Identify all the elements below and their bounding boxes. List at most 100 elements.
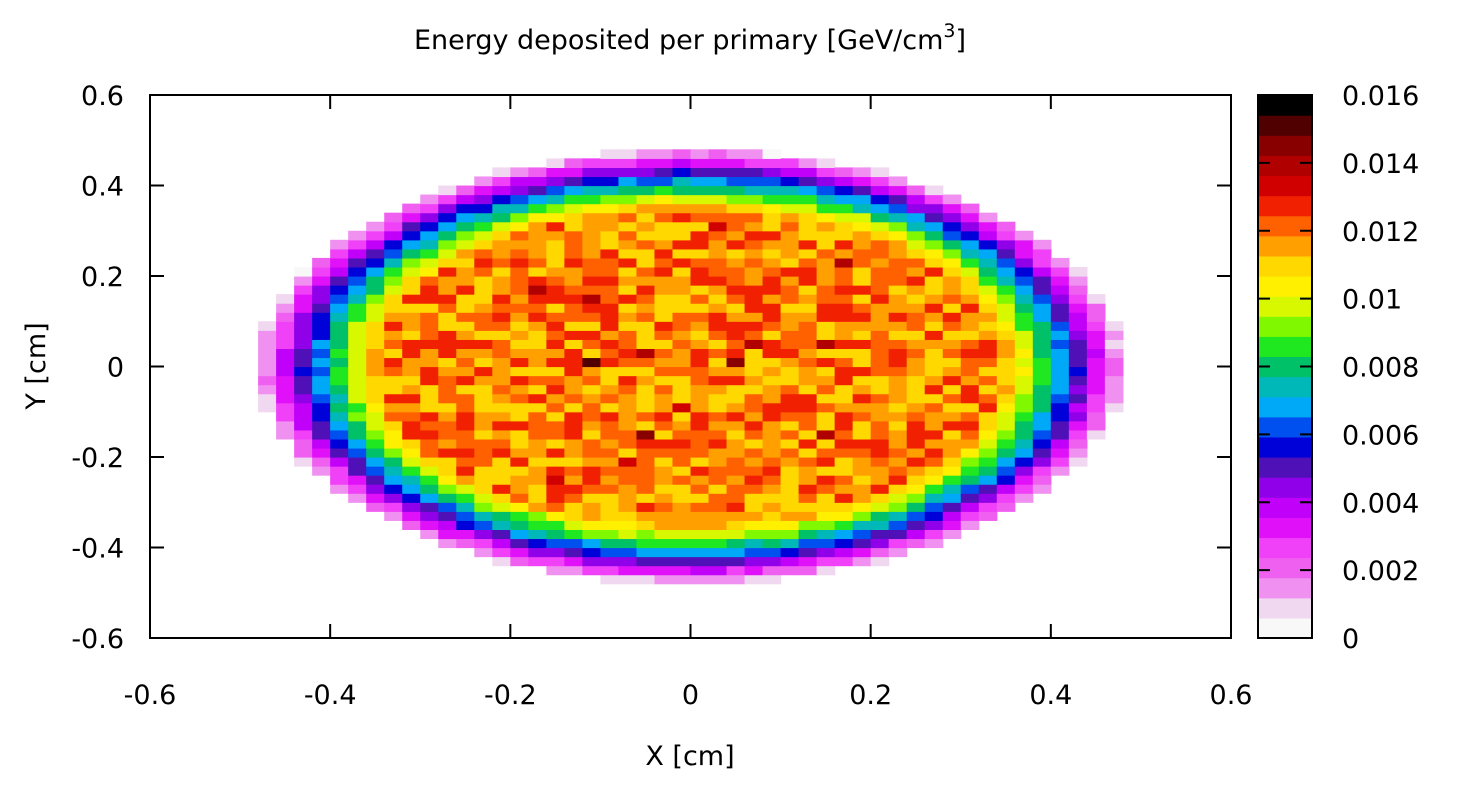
heatmap-cell bbox=[420, 294, 439, 304]
heatmap-cell bbox=[564, 158, 583, 168]
y-tick-label: -0.6 bbox=[71, 624, 124, 655]
heatmap-cell bbox=[636, 375, 656, 386]
heatmap-cell bbox=[330, 321, 349, 331]
heatmap-cell bbox=[564, 176, 583, 187]
heatmap-cell bbox=[888, 257, 908, 268]
heatmap-cell bbox=[1014, 366, 1034, 377]
heatmap-cell bbox=[744, 158, 764, 168]
heatmap-cell bbox=[996, 502, 1016, 512]
colorbar-segment bbox=[1258, 537, 1312, 559]
heatmap-cell bbox=[492, 493, 511, 503]
heatmap-cell bbox=[708, 312, 728, 322]
heatmap-cell bbox=[600, 420, 620, 431]
heatmap-cell bbox=[1014, 466, 1034, 476]
heatmap-cell bbox=[600, 294, 620, 304]
heatmap-cell bbox=[636, 266, 656, 277]
heatmap-cell bbox=[780, 276, 800, 286]
heatmap-cell bbox=[618, 466, 638, 476]
heatmap-cell bbox=[672, 366, 692, 377]
heatmap-cell bbox=[564, 384, 583, 395]
heatmap-cell bbox=[708, 475, 728, 485]
heatmap-cell bbox=[744, 493, 764, 503]
heatmap-cell bbox=[1032, 475, 1052, 485]
heatmap-cell bbox=[600, 248, 620, 259]
heatmap-cell bbox=[798, 357, 818, 368]
heatmap-cell bbox=[888, 285, 908, 295]
heatmap-cell bbox=[384, 493, 403, 503]
heatmap-cell bbox=[546, 538, 565, 549]
heatmap-cell bbox=[528, 294, 547, 304]
heatmap-cell bbox=[960, 276, 980, 286]
heatmap-cell bbox=[546, 285, 565, 295]
heatmap-cell bbox=[456, 375, 475, 386]
heatmap-cell bbox=[1068, 402, 1088, 413]
heatmap-cell bbox=[1014, 348, 1034, 359]
heatmap-cell bbox=[798, 230, 818, 241]
heatmap-cell bbox=[438, 366, 457, 377]
heatmap-cell bbox=[672, 348, 692, 359]
heatmap-cell bbox=[852, 475, 872, 485]
heatmap-cell bbox=[474, 529, 493, 540]
heatmap-cell bbox=[546, 457, 565, 467]
heatmap-cell bbox=[816, 384, 836, 395]
heatmap-cell bbox=[888, 203, 908, 214]
heatmap-cell bbox=[1104, 384, 1124, 395]
heatmap-cell bbox=[1014, 230, 1034, 241]
heatmap-cell bbox=[456, 230, 475, 241]
heatmap-cell bbox=[474, 294, 493, 304]
heatmap-cell bbox=[690, 475, 710, 485]
heatmap-cell bbox=[960, 257, 980, 268]
heatmap-cell bbox=[762, 529, 782, 540]
colorbar-segment bbox=[1258, 376, 1312, 398]
heatmap-cell bbox=[636, 285, 656, 295]
heatmap-cell bbox=[708, 194, 728, 205]
heatmap-cell bbox=[474, 393, 493, 404]
heatmap-cell bbox=[672, 266, 692, 277]
heatmap-cell bbox=[1104, 402, 1124, 413]
heatmap-cell bbox=[510, 303, 529, 313]
heatmap-cell bbox=[330, 366, 349, 377]
heatmap-cell bbox=[582, 294, 602, 304]
heatmap-cell bbox=[708, 348, 728, 359]
heatmap-cell bbox=[708, 384, 728, 395]
heatmap-cell bbox=[1104, 339, 1124, 349]
heatmap-cell bbox=[528, 393, 547, 404]
heatmap-cell bbox=[474, 520, 493, 530]
heatmap-cell bbox=[546, 248, 565, 259]
heatmap-cell bbox=[1086, 384, 1106, 395]
heatmap-cell bbox=[1014, 420, 1034, 431]
heatmap-cell bbox=[510, 330, 529, 340]
heatmap-cell bbox=[798, 321, 818, 331]
heatmap-cell bbox=[492, 212, 511, 223]
heatmap-cell bbox=[510, 312, 529, 322]
heatmap-cell bbox=[870, 511, 890, 521]
heatmap-cell bbox=[546, 402, 565, 413]
heatmap-cell bbox=[834, 276, 854, 286]
colorbar-segment bbox=[1258, 155, 1312, 177]
heatmap-cell bbox=[546, 466, 565, 476]
heatmap-cell bbox=[492, 194, 511, 205]
heatmap-cell bbox=[744, 185, 764, 196]
heatmap-cell bbox=[438, 321, 457, 331]
heatmap-cell bbox=[852, 321, 872, 331]
heatmap-cell bbox=[348, 339, 367, 349]
heatmap-cell bbox=[726, 384, 746, 395]
heatmap-cell bbox=[384, 429, 403, 440]
heatmap-cell bbox=[510, 529, 529, 540]
heatmap-cell bbox=[870, 538, 890, 549]
heatmap-cell bbox=[816, 529, 836, 540]
heatmap-cell bbox=[1032, 239, 1052, 250]
heatmap-cell bbox=[726, 574, 746, 585]
heatmap-cell bbox=[654, 212, 674, 223]
heatmap-cell bbox=[546, 348, 565, 359]
heatmap-cell bbox=[672, 194, 692, 205]
heatmap-cell bbox=[618, 276, 638, 286]
heatmap-cell bbox=[276, 384, 295, 395]
heatmap-cell bbox=[726, 257, 746, 268]
heatmap-cell bbox=[510, 366, 529, 377]
colorbar-tick-label: 0.016 bbox=[1342, 81, 1419, 112]
heatmap-cell bbox=[366, 339, 385, 349]
heatmap-cell bbox=[708, 330, 728, 340]
heatmap-cell bbox=[888, 266, 908, 277]
heatmap-cell bbox=[582, 393, 602, 404]
